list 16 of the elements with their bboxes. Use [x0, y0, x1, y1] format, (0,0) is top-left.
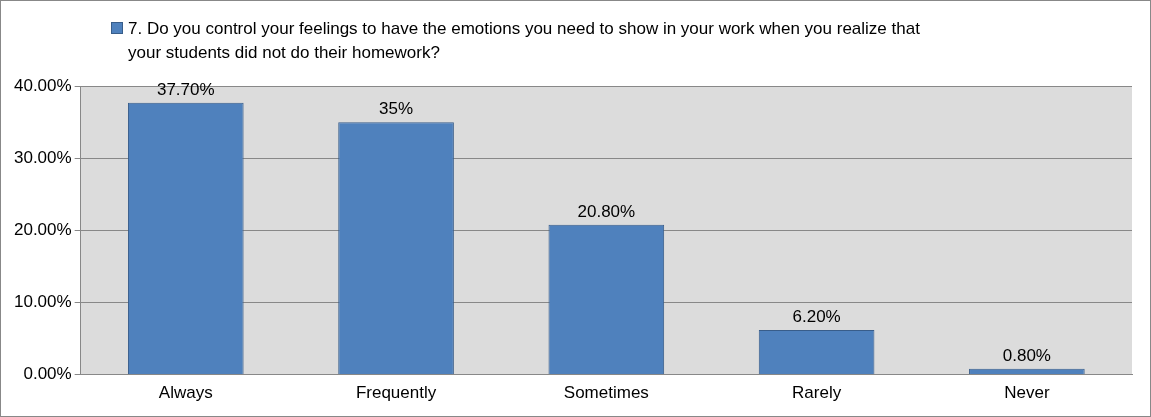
y-tick-label: 20.00%	[13, 220, 72, 240]
x-tick-label: Sometimes	[563, 383, 649, 403]
y-tick-label: 10.00%	[13, 292, 72, 312]
y-tick-label: 0.00%	[23, 364, 72, 384]
data-label: 35%	[379, 99, 414, 119]
data-label: 0.80%	[1002, 346, 1051, 366]
data-label: 37.70%	[156, 79, 215, 99]
y-tick-label: 40.00%	[13, 75, 72, 95]
legend-label: 7. Do you control your feelings to have the emotions you need to show in your work when you realize that your students did not do their homework?	[128, 18, 921, 64]
x-tick-label: Rarely	[792, 383, 842, 403]
data-label: 6.20%	[792, 307, 841, 327]
x-tick-label: Frequently	[355, 383, 437, 403]
data-label: 20.80%	[577, 201, 636, 221]
y-tick-label: 30.00%	[13, 147, 72, 167]
x-tick-label: Never	[1004, 383, 1050, 403]
x-tick-label: Always	[158, 383, 213, 403]
